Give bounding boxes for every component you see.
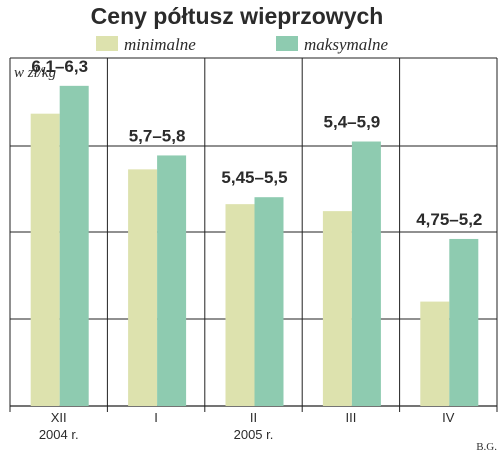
bars [30,85,479,407]
data-label-IV: 4,75–5,2 [416,210,482,229]
bar-minimalne-I [128,169,158,406]
grid [9,57,498,412]
x-tick-XII: XII [51,410,67,425]
legend-label-minimalne: minimalne [124,35,196,54]
legend-swatch-maksymalne [276,36,298,51]
data-label-XII: 6,1–6,3 [31,57,88,76]
data-labels: 6,1–6,3 5,7–5,8 5,45–5,5 5,4–5,9 4,75–5,2 [31,57,482,229]
year-label: 2005 r. [234,427,274,442]
data-label-III: 5,4–5,9 [324,113,381,132]
year-label: 2004 r. [39,427,79,442]
chart-title: Ceny półtusz wieprzowych [91,3,384,29]
data-label-II: 5,45–5,5 [221,168,287,187]
bar-minimalne-XII [30,113,60,407]
legend-label-maksymalne: maksymalne [304,35,388,54]
x-tick-II: II [250,410,257,425]
credit-label: B.G. [476,441,497,453]
x-tick-IV: IV [442,410,455,425]
bar-maksymalne-I [157,155,187,406]
bar-maksymalne-IV [449,238,479,406]
bar-maksymalne-II [254,197,284,406]
bar-maksymalne-XII [59,85,89,406]
bar-maksymalne-III [351,141,381,406]
unit-label: w zł/kg [14,65,57,81]
x-tick-III: III [345,410,356,425]
bar-minimalne-IV [420,301,450,406]
legend-swatch-minimalne [96,36,118,51]
data-label-I: 5,7–5,8 [129,126,186,145]
bar-minimalne-II [225,204,255,406]
x-tick-I: I [154,410,158,425]
legend: minimalne maksymalne [96,35,388,54]
bar-minimalne-III [322,211,352,406]
